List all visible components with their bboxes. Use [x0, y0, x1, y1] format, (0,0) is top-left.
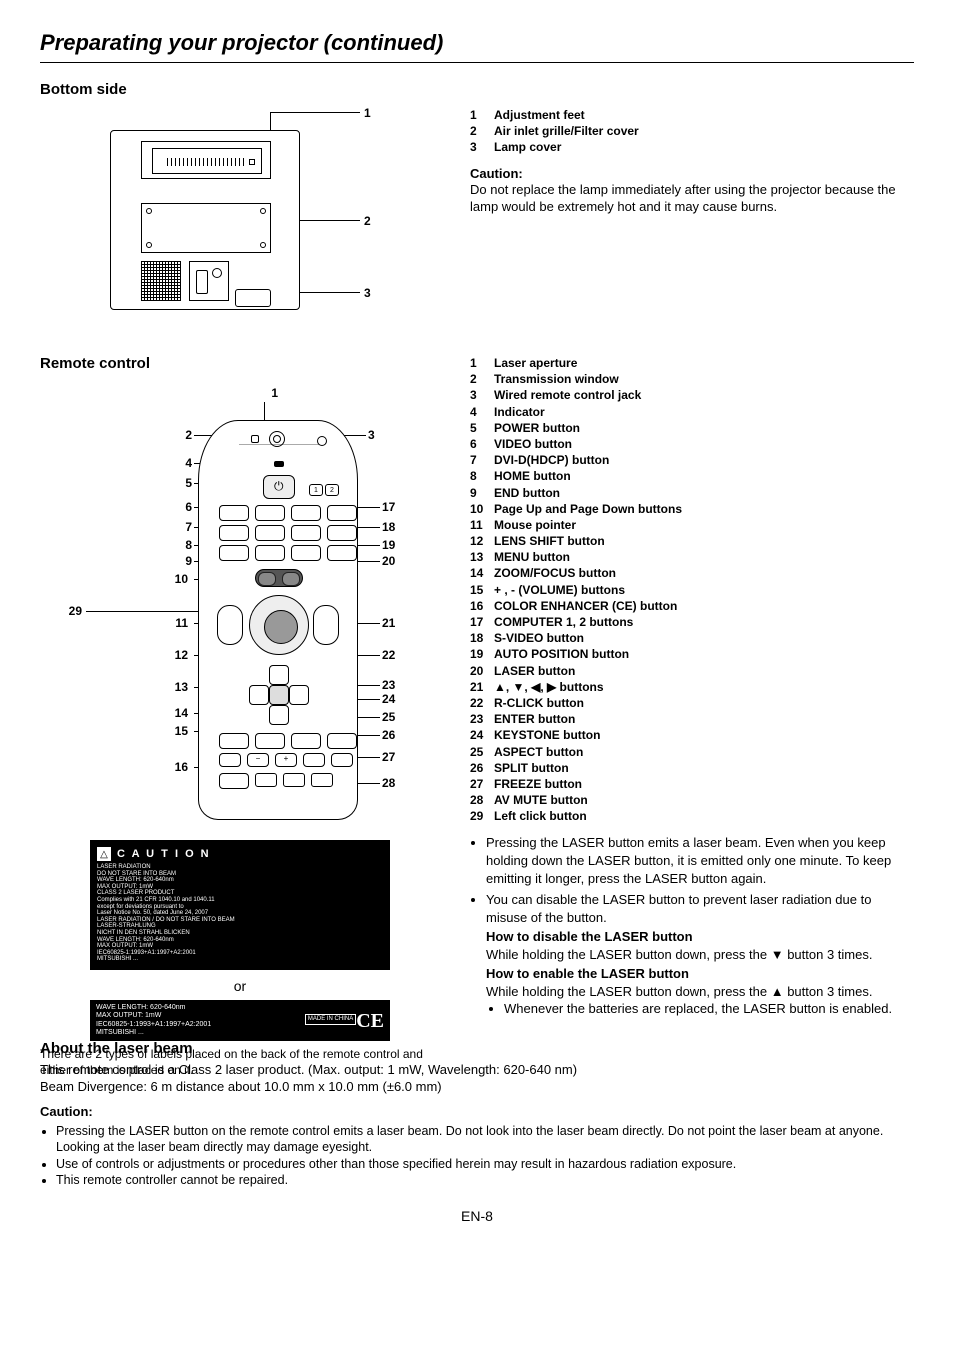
remote-legend-29: 29Left click button [470, 808, 914, 824]
remote-legend-15: 15+ , - (VOLUME) buttons [470, 582, 914, 598]
rm-num-22: 22 [382, 648, 404, 662]
remote-heading: Remote control [40, 355, 440, 372]
remote-legend-4: 4Indicator [470, 404, 914, 420]
page-title: Preparating your projector (continued) [40, 30, 914, 63]
label-note: There are 2 types of labels placed on th… [40, 1047, 440, 1078]
enable-sub-bullet: Whenever the batteries are replaced, the… [504, 1000, 914, 1018]
remote-legend-10: 10Page Up and Page Down buttons [470, 501, 914, 517]
bottom-legend-list: 1Adjustment feet 2Air inlet grille/Filte… [470, 107, 914, 156]
disable-body: While holding the LASER button down, pre… [486, 946, 914, 964]
remote-legend-8: 8HOME button [470, 468, 914, 484]
about-laser-body2: Beam Divergence: 6 m distance about 10.0… [40, 1078, 914, 1096]
rm-num-7: 7 [170, 520, 192, 534]
remote-note-1: Pressing the LASER button emits a laser … [486, 834, 914, 887]
bottom-callout-3-num: 3 [364, 286, 371, 300]
bottom-caution-body: Do not replace the lamp immediately afte… [470, 181, 914, 216]
rm-num-10: 10 [166, 572, 188, 586]
rm-num-18: 18 [382, 520, 404, 534]
rm-num-2: 2 [170, 428, 192, 442]
rm-num-6: 6 [170, 500, 192, 514]
remote-legend-26: 26SPLIT button [470, 760, 914, 776]
remote-notes-list: Pressing the LASER button emits a laser … [470, 834, 914, 1017]
remote-legend-19: 19AUTO POSITION button [470, 646, 914, 662]
remote-legend-1: 1Laser aperture [470, 355, 914, 371]
rm-num-20: 20 [382, 554, 404, 568]
remote-legend-20: 20LASER button [470, 663, 914, 679]
about-bullet-2: Use of controls or adjustments or proced… [56, 1156, 914, 1172]
page-number: EN-8 [40, 1208, 914, 1224]
remote-diagram: 1 2 3 4 5 6 17 7 18 8 19 9 20 [40, 380, 440, 1020]
remote-legend-list: 1Laser aperture2Transmission window3Wire… [470, 355, 914, 824]
bottom-legend-3: 3Lamp cover [470, 139, 914, 155]
rm-num-1: 1 [256, 386, 278, 400]
rm-num-29: 29 [60, 604, 82, 618]
caution-label-2: WAVE LENGTH: 620-640nm MAX OUTPUT: 1mW I… [90, 1000, 390, 1042]
rm-num-9: 9 [170, 554, 192, 568]
remote-legend-9: 9END button [470, 485, 914, 501]
remote-legend-12: 12LENS SHIFT button [470, 533, 914, 549]
rm-num-26: 26 [382, 728, 404, 742]
rm-num-21: 21 [382, 616, 404, 630]
rm-num-14: 14 [166, 706, 188, 720]
projector-body-outline [110, 130, 300, 310]
rm-num-17: 17 [382, 500, 404, 514]
remote-legend-28: 28AV MUTE button [470, 792, 914, 808]
remote-legend-3: 3Wired remote control jack [470, 387, 914, 403]
rm-num-11: 11 [166, 616, 188, 630]
enable-heading: How to enable the LASER button [486, 965, 914, 983]
rm-num-12: 12 [166, 648, 188, 662]
rm-num-24: 24 [382, 692, 404, 706]
rm-num-8: 8 [170, 538, 192, 552]
caution-label-1: △C A U T I O N LASER RADIATION DO NOT ST… [90, 840, 390, 970]
bottom-legend-2: 2Air inlet grille/Filter cover [470, 123, 914, 139]
remote-body-outline: 12 −+ [198, 420, 358, 820]
remote-legend-18: 18S-VIDEO button [470, 630, 914, 646]
remote-legend-11: 11Mouse pointer [470, 517, 914, 533]
remote-legend-21: 21▲, ▼, ◀, ▶ buttons [470, 679, 914, 695]
remote-legend-5: 5POWER button [470, 420, 914, 436]
rm-num-16: 16 [166, 760, 188, 774]
about-bullet-3: This remote controller cannot be repaire… [56, 1172, 914, 1188]
remote-legend-7: 7DVI-D(HDCP) button [470, 452, 914, 468]
about-caution-list: Pressing the LASER button on the remote … [40, 1123, 914, 1188]
disable-heading: How to disable the LASER button [486, 928, 914, 946]
rm-num-19: 19 [382, 538, 404, 552]
bottom-diagram: 1 2 3 [100, 106, 380, 331]
remote-legend-13: 13MENU button [470, 549, 914, 565]
enable-body: While holding the LASER button down, pre… [486, 983, 914, 1001]
remote-legend-24: 24KEYSTONE button [470, 727, 914, 743]
bottom-legend-1: 1Adjustment feet [470, 107, 914, 123]
remote-legend-14: 14ZOOM/FOCUS button [470, 565, 914, 581]
about-bullet-1: Pressing the LASER button on the remote … [56, 1123, 914, 1156]
remote-legend-16: 16COLOR ENHANCER (CE) button [470, 598, 914, 614]
remote-legend-6: 6VIDEO button [470, 436, 914, 452]
rm-num-3: 3 [368, 428, 390, 442]
remote-note-2: You can disable the LASER button to prev… [486, 891, 914, 1018]
rm-num-25: 25 [382, 710, 404, 724]
about-caution-heading: Caution: [40, 1104, 914, 1119]
rm-num-23: 23 [382, 678, 404, 692]
remote-legend-23: 23ENTER button [470, 711, 914, 727]
remote-legend-27: 27FREEZE button [470, 776, 914, 792]
rm-num-5: 5 [170, 476, 192, 490]
bottom-callout-1-num: 1 [364, 106, 371, 120]
remote-legend-25: 25ASPECT button [470, 744, 914, 760]
bottom-callout-2-num: 2 [364, 214, 371, 228]
label-or-text: or [40, 978, 440, 994]
remote-legend-22: 22R-CLICK button [470, 695, 914, 711]
remote-legend-2: 2Transmission window [470, 371, 914, 387]
rm-num-4: 4 [170, 456, 192, 470]
rm-num-13: 13 [166, 680, 188, 694]
rm-num-27: 27 [382, 750, 404, 764]
rm-num-15: 15 [166, 724, 188, 738]
remote-legend-17: 17COMPUTER 1, 2 buttons [470, 614, 914, 630]
bottom-caution-heading: Caution: [470, 166, 914, 181]
bottom-side-heading: Bottom side [40, 81, 440, 98]
rm-num-28: 28 [382, 776, 404, 790]
